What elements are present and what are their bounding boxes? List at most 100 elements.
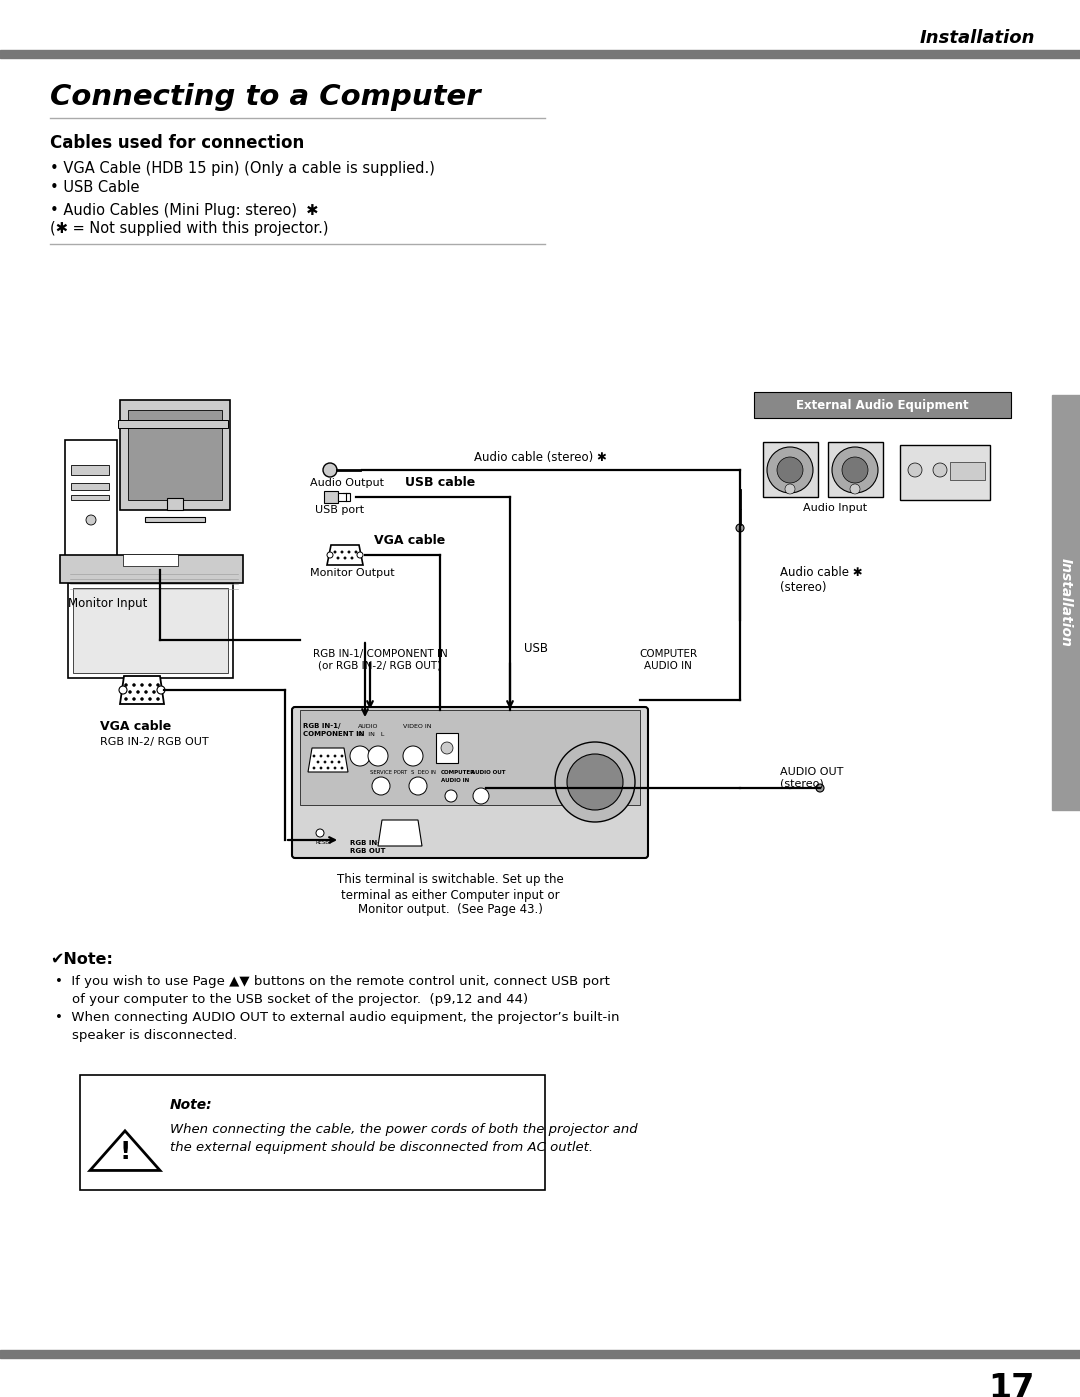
Circle shape <box>473 788 489 805</box>
Text: RGB OUT: RGB OUT <box>350 848 386 854</box>
Bar <box>71 495 109 500</box>
Circle shape <box>316 828 324 837</box>
Bar <box>68 583 233 678</box>
Text: (✱ = Not supplied with this projector.): (✱ = Not supplied with this projector.) <box>50 221 328 236</box>
Bar <box>129 409 222 500</box>
Circle shape <box>350 746 370 766</box>
Text: Installation: Installation <box>919 29 1035 47</box>
Text: VGA cable: VGA cable <box>375 534 446 546</box>
Text: •  If you wish to use Page ▲▼ buttons on the remote control unit, connect USB po: • If you wish to use Page ▲▼ buttons on … <box>55 975 610 989</box>
Circle shape <box>567 754 623 810</box>
Text: R   IN   L: R IN L <box>357 732 384 736</box>
Circle shape <box>313 754 315 757</box>
Circle shape <box>372 777 390 795</box>
Text: • VGA Cable (HDB 15 pin) (Only a cable is supplied.): • VGA Cable (HDB 15 pin) (Only a cable i… <box>50 161 435 176</box>
Circle shape <box>832 447 878 493</box>
Circle shape <box>145 690 148 693</box>
Circle shape <box>324 761 326 763</box>
Circle shape <box>133 683 135 686</box>
Bar <box>71 465 109 475</box>
Text: RESET: RESET <box>315 841 332 845</box>
Text: SERVICE PORT: SERVICE PORT <box>370 770 407 774</box>
Text: Monitor Output: Monitor Output <box>310 569 394 578</box>
Text: Cables used for connection: Cables used for connection <box>50 134 305 152</box>
Circle shape <box>348 550 350 553</box>
Circle shape <box>316 761 320 763</box>
Text: COMPUTER
AUDIO IN: COMPUTER AUDIO IN <box>639 650 697 671</box>
Text: VIDEO IN: VIDEO IN <box>403 724 432 728</box>
Circle shape <box>355 550 357 553</box>
Text: • USB Cable: • USB Cable <box>50 180 139 196</box>
Circle shape <box>341 754 343 757</box>
Text: USB: USB <box>524 641 548 655</box>
Circle shape <box>842 457 868 483</box>
Text: USB port: USB port <box>315 504 364 515</box>
Circle shape <box>313 767 315 770</box>
Text: Audio cable (stereo) ✱: Audio cable (stereo) ✱ <box>473 451 607 464</box>
Bar <box>338 493 350 502</box>
Bar <box>73 588 228 673</box>
Circle shape <box>327 754 329 757</box>
Text: RGB IN-2/: RGB IN-2/ <box>350 840 388 847</box>
Circle shape <box>152 690 156 693</box>
Bar <box>950 462 985 481</box>
Circle shape <box>320 767 322 770</box>
Text: RGB IN-1/ COMPONENT IN
(or RGB IN-2/ RGB OUT): RGB IN-1/ COMPONENT IN (or RGB IN-2/ RGB… <box>312 650 447 671</box>
Text: ✔Note:: ✔Note: <box>50 953 113 968</box>
Circle shape <box>933 462 947 476</box>
Circle shape <box>149 683 151 686</box>
Text: VGA cable: VGA cable <box>100 719 172 732</box>
Text: S  DEO IN: S DEO IN <box>411 770 436 774</box>
Bar <box>60 555 243 583</box>
Circle shape <box>330 761 334 763</box>
Circle shape <box>124 683 127 686</box>
Text: Connecting to a Computer: Connecting to a Computer <box>50 82 481 110</box>
Circle shape <box>343 557 347 559</box>
FancyBboxPatch shape <box>754 393 1011 418</box>
Circle shape <box>403 746 423 766</box>
Circle shape <box>767 447 813 493</box>
Text: External Audio Equipment: External Audio Equipment <box>796 398 969 412</box>
Bar <box>121 423 225 425</box>
Bar <box>0 1350 1080 1358</box>
Circle shape <box>368 746 388 766</box>
Circle shape <box>157 683 160 686</box>
Circle shape <box>908 462 922 476</box>
Circle shape <box>785 483 795 495</box>
Text: This terminal is switchable. Set up the
terminal as either Computer input or
Mon: This terminal is switchable. Set up the … <box>337 873 564 916</box>
Polygon shape <box>90 1130 160 1171</box>
Polygon shape <box>327 545 363 564</box>
Circle shape <box>850 483 860 495</box>
Text: AUDIO OUT
(stereo): AUDIO OUT (stereo) <box>780 767 843 789</box>
Circle shape <box>136 690 139 693</box>
Text: AUDIO: AUDIO <box>357 724 378 728</box>
Circle shape <box>124 697 127 700</box>
Text: Audio cable ✱
(stereo): Audio cable ✱ (stereo) <box>780 566 863 594</box>
Bar <box>324 490 338 503</box>
Circle shape <box>327 767 329 770</box>
Circle shape <box>816 784 824 792</box>
Bar <box>0 50 1080 59</box>
Bar <box>900 446 990 500</box>
Bar <box>436 733 458 763</box>
Bar <box>762 441 818 497</box>
Bar <box>828 441 883 497</box>
Polygon shape <box>120 676 164 704</box>
Text: 17: 17 <box>988 1372 1035 1397</box>
Text: Note:: Note: <box>170 1098 213 1112</box>
Circle shape <box>149 697 151 700</box>
Bar <box>145 517 205 522</box>
Text: the external equipment should be disconnected from AC outlet.: the external equipment should be disconn… <box>170 1141 593 1154</box>
Circle shape <box>327 552 333 557</box>
Text: COMPONENT IN: COMPONENT IN <box>303 731 365 738</box>
Circle shape <box>133 697 135 700</box>
Bar <box>121 426 225 427</box>
Text: speaker is disconnected.: speaker is disconnected. <box>55 1030 238 1042</box>
Text: When connecting the cable, the power cords of both the projector and: When connecting the cable, the power cor… <box>170 1123 637 1137</box>
Bar <box>167 497 183 510</box>
Circle shape <box>338 761 340 763</box>
Text: COMPUTER: COMPUTER <box>441 771 475 775</box>
Text: !: ! <box>119 1140 131 1164</box>
Circle shape <box>334 550 336 553</box>
Text: Installation: Installation <box>1059 557 1074 647</box>
